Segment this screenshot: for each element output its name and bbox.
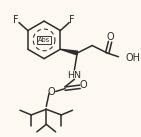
Text: O: O: [47, 87, 55, 97]
Text: O: O: [106, 32, 114, 42]
Text: OH: OH: [125, 53, 140, 63]
Polygon shape: [60, 49, 78, 55]
Text: F: F: [69, 15, 74, 25]
Text: F: F: [13, 15, 18, 25]
Text: Abs: Abs: [38, 37, 50, 43]
Text: HN: HN: [67, 71, 81, 80]
Text: O: O: [80, 80, 88, 90]
